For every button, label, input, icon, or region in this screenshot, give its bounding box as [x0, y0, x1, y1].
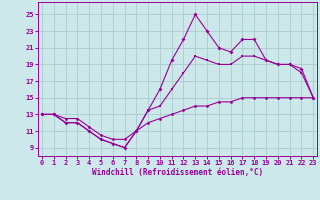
- X-axis label: Windchill (Refroidissement éolien,°C): Windchill (Refroidissement éolien,°C): [92, 168, 263, 177]
